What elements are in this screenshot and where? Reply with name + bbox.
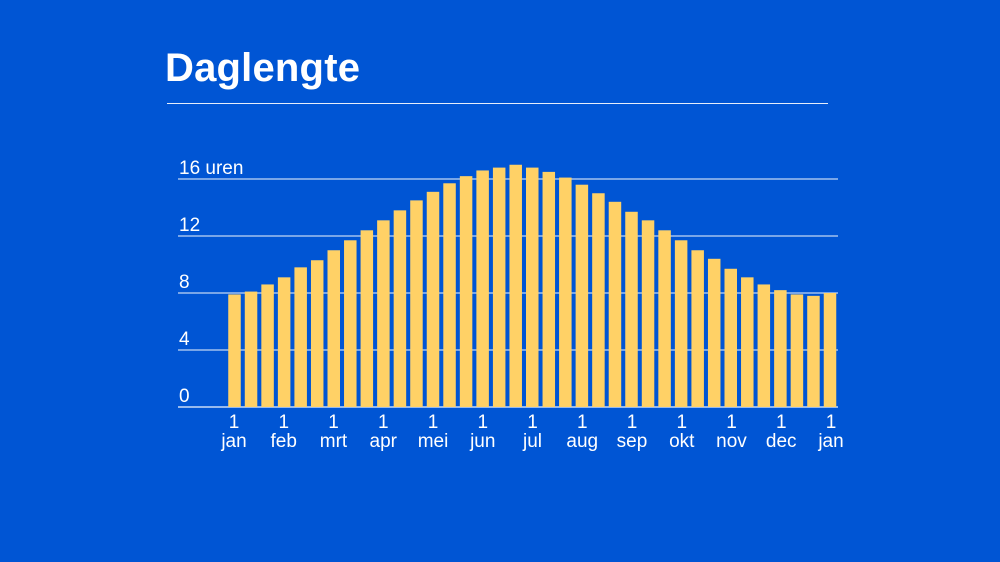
x-tick-day-label: 1 <box>527 412 538 433</box>
bar <box>277 277 291 407</box>
bar <box>509 164 522 407</box>
x-tick-month-label: jan <box>817 431 843 452</box>
bar <box>542 171 556 408</box>
y-tick-label: 4 <box>179 329 190 350</box>
x-tick-month-label: mei <box>418 431 449 452</box>
bar <box>443 183 456 407</box>
bar <box>327 250 340 407</box>
bar <box>310 260 324 407</box>
x-tick-month-label: apr <box>370 431 398 452</box>
x-tick-month-label: nov <box>716 431 747 452</box>
x-tick-month-label: okt <box>669 431 695 452</box>
bar <box>724 268 737 407</box>
x-tick-day-label: 1 <box>428 412 439 433</box>
bar <box>410 200 423 408</box>
bar <box>244 291 258 407</box>
chart-title: Daglengte <box>165 46 361 90</box>
x-tick-month-label: feb <box>271 431 297 452</box>
x-tick-day-label: 1 <box>477 412 488 433</box>
bar <box>459 176 473 407</box>
y-tick-labels: 0 4 8 12 16 uren <box>179 158 243 407</box>
x-tick-day-label: 1 <box>278 412 289 433</box>
x-tick-day-label: 1 <box>826 412 837 433</box>
x-tick-month-label: jul <box>522 431 542 452</box>
bar <box>774 290 787 407</box>
bar <box>625 211 638 407</box>
bar <box>823 293 837 407</box>
x-tick-day-label: 1 <box>627 412 638 433</box>
x-tick-labels: 1jan1feb1mrt1apr1mei1jun1jul1aug1sep1okt… <box>220 412 843 452</box>
bar <box>608 201 622 407</box>
bar <box>707 258 721 407</box>
bar <box>526 167 539 407</box>
y-tick-label: 8 <box>179 272 190 293</box>
bar <box>674 240 688 407</box>
x-tick-day-label: 1 <box>328 412 339 433</box>
bar <box>377 220 390 407</box>
bar <box>658 230 671 407</box>
x-tick-month-label: jun <box>469 431 495 452</box>
y-tick-label-with-unit: 16 uren <box>179 158 243 179</box>
y-tick-label: 0 <box>179 386 190 407</box>
bar <box>807 295 820 407</box>
x-tick-day-label: 1 <box>726 412 737 433</box>
x-tick-month-label: mrt <box>320 431 348 452</box>
x-tick-day-label: 1 <box>229 412 240 433</box>
bar <box>790 294 804 407</box>
x-tick-month-label: sep <box>617 431 648 452</box>
bars <box>228 164 837 408</box>
bar <box>691 250 704 407</box>
x-tick-day-label: 1 <box>577 412 588 433</box>
bar <box>741 277 754 407</box>
bar <box>575 184 589 407</box>
bar <box>294 267 307 407</box>
bar <box>261 284 274 407</box>
bar <box>559 177 572 407</box>
x-tick-month-label: aug <box>566 431 598 452</box>
bar <box>592 193 605 407</box>
bar <box>757 284 771 407</box>
gridlines <box>178 178 838 408</box>
y-tick-label: 12 <box>179 215 200 236</box>
bar <box>426 191 440 407</box>
bar <box>641 220 655 407</box>
x-tick-month-label: dec <box>766 431 797 452</box>
x-tick-month-label: jan <box>220 431 246 452</box>
bar <box>228 294 241 407</box>
x-tick-day-label: 1 <box>378 412 389 433</box>
bar <box>344 240 357 407</box>
bar <box>393 210 407 407</box>
bar <box>476 170 489 407</box>
x-tick-day-label: 1 <box>676 412 687 433</box>
title-divider <box>167 103 828 104</box>
bar <box>492 167 506 407</box>
x-tick-day-label: 1 <box>776 412 787 433</box>
bar <box>360 230 374 407</box>
